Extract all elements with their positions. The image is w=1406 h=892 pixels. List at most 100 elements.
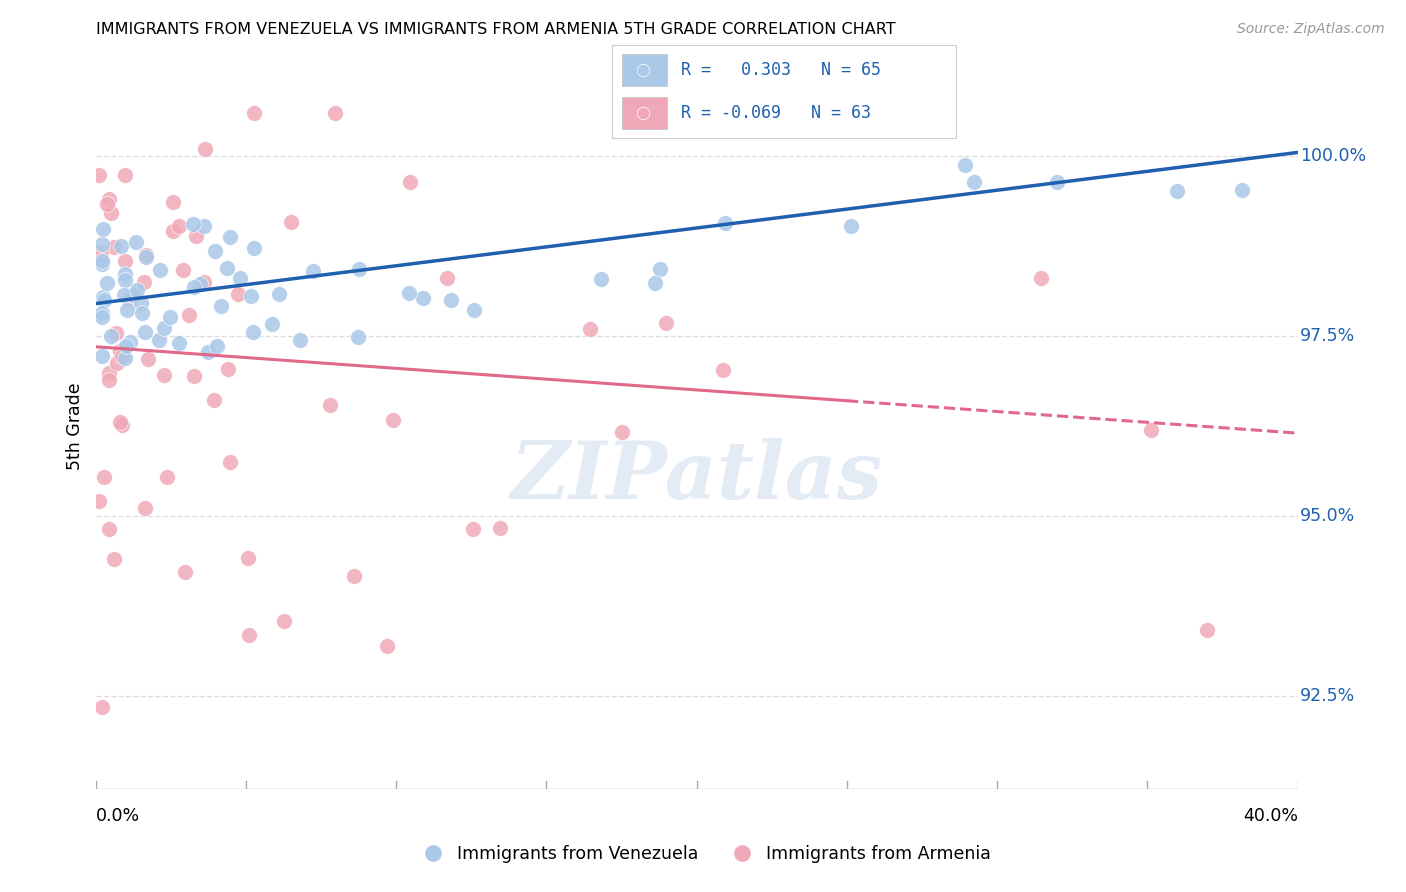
Point — [118, 335, 141, 350]
Text: 97.5%: 97.5% — [1301, 327, 1355, 345]
Point — [267, 287, 290, 301]
Point — [87, 168, 110, 182]
Point — [159, 310, 181, 324]
Point — [302, 264, 325, 278]
Point — [135, 250, 157, 264]
Point — [110, 239, 132, 253]
Point — [90, 310, 112, 324]
Point — [103, 551, 125, 566]
Point — [238, 551, 260, 566]
Point — [650, 261, 672, 276]
Point — [260, 317, 283, 331]
Point — [839, 219, 862, 233]
Point — [193, 275, 215, 289]
Point — [90, 254, 112, 268]
Point — [209, 300, 232, 314]
Point — [98, 522, 121, 536]
Point — [343, 568, 366, 582]
Point — [136, 352, 159, 367]
Point — [229, 270, 252, 285]
Point — [655, 316, 678, 330]
Point — [290, 333, 312, 347]
Point — [228, 286, 250, 301]
Point — [167, 219, 190, 234]
Point — [114, 267, 136, 281]
Point — [93, 293, 115, 307]
Point — [183, 279, 205, 293]
Y-axis label: 5th Grade: 5th Grade — [66, 382, 84, 470]
Point — [134, 500, 156, 515]
Point — [96, 197, 118, 211]
Point — [111, 418, 134, 433]
Point — [1166, 184, 1188, 198]
Point — [204, 244, 226, 258]
Point — [243, 105, 266, 120]
Point — [98, 373, 121, 387]
Point — [194, 142, 217, 156]
Point — [114, 272, 136, 286]
Point — [90, 306, 112, 320]
Point — [589, 272, 612, 286]
Point — [115, 303, 138, 318]
Point — [1140, 423, 1163, 437]
Point — [238, 628, 260, 642]
Point — [90, 237, 112, 252]
Point — [631, 62, 654, 77]
Point — [107, 356, 129, 370]
Point — [93, 470, 115, 484]
Point — [131, 306, 153, 320]
Point — [240, 289, 263, 303]
Point — [108, 344, 131, 359]
Point — [103, 240, 125, 254]
Point — [114, 169, 136, 183]
Point — [114, 351, 136, 365]
Point — [489, 521, 512, 535]
Point — [219, 230, 242, 244]
Point — [436, 270, 458, 285]
Point — [579, 322, 602, 336]
Point — [100, 205, 122, 219]
Point — [115, 339, 138, 353]
Point — [167, 336, 190, 351]
Point — [110, 416, 132, 430]
Point — [207, 339, 229, 353]
Text: R =   0.303   N = 65: R = 0.303 N = 65 — [681, 61, 880, 78]
Point — [111, 349, 134, 363]
Point — [183, 369, 205, 384]
Text: IMMIGRANTS FROM VENEZUELA VS IMMIGRANTS FROM ARMENIA 5TH GRADE CORRELATION CHART: IMMIGRANTS FROM VENEZUELA VS IMMIGRANTS … — [96, 22, 896, 37]
Point — [162, 194, 184, 209]
Point — [202, 392, 225, 407]
Point — [242, 242, 264, 256]
Point — [96, 276, 118, 290]
Point — [398, 175, 420, 189]
Point — [91, 350, 114, 364]
Point — [122, 287, 145, 301]
Text: 0.0%: 0.0% — [96, 807, 139, 825]
Point — [91, 222, 114, 236]
Point — [87, 493, 110, 508]
Point — [219, 455, 242, 469]
Point — [112, 287, 135, 301]
Point — [90, 245, 112, 260]
Point — [280, 215, 302, 229]
Point — [156, 469, 179, 483]
Point — [149, 263, 172, 277]
Text: 95.0%: 95.0% — [1301, 507, 1355, 524]
Point — [97, 367, 120, 381]
Point — [963, 176, 986, 190]
Point — [135, 248, 157, 262]
Point — [114, 254, 136, 268]
Point — [197, 345, 219, 359]
Point — [349, 262, 371, 277]
Point — [461, 522, 484, 536]
Point — [319, 397, 342, 411]
Point — [134, 325, 156, 339]
Point — [347, 329, 370, 343]
Text: Source: ZipAtlas.com: Source: ZipAtlas.com — [1237, 22, 1385, 37]
Point — [193, 219, 215, 234]
Point — [375, 639, 398, 653]
Point — [273, 614, 295, 628]
Point — [612, 425, 634, 440]
Point — [644, 276, 666, 290]
Point — [412, 291, 434, 305]
